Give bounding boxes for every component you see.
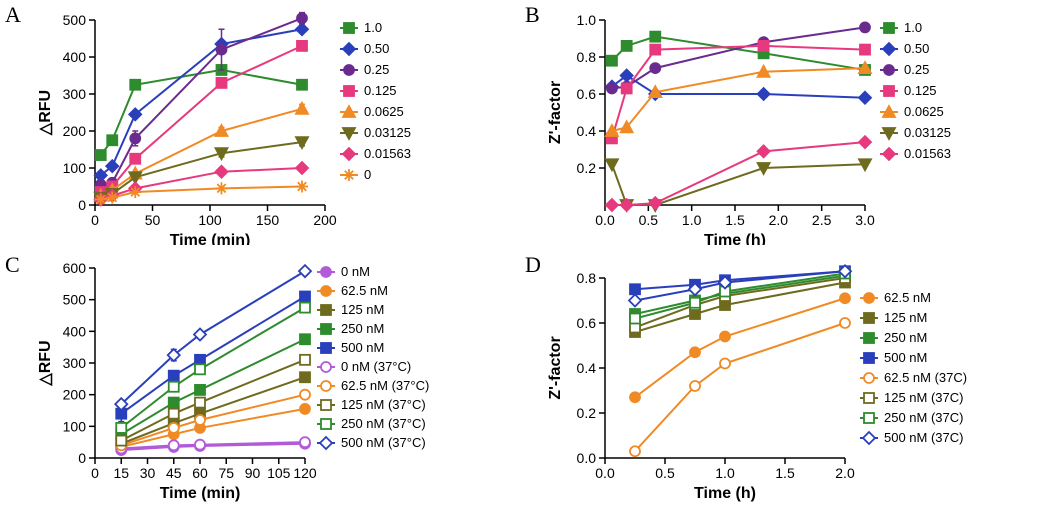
- svg-text:0.6: 0.6: [577, 315, 597, 331]
- svg-text:Z'-factor: Z'-factor: [547, 336, 564, 399]
- svg-text:2.0: 2.0: [769, 212, 789, 228]
- legend-label: 0.50: [904, 41, 929, 56]
- legend-label: 0.03125: [904, 125, 951, 140]
- svg-text:105: 105: [267, 465, 291, 481]
- legend-label: 0.25: [364, 62, 389, 77]
- legend-label: 0.01563: [904, 146, 951, 161]
- svg-text:0: 0: [78, 197, 86, 213]
- svg-text:100: 100: [198, 212, 222, 228]
- svg-text:0.4: 0.4: [577, 123, 597, 139]
- svg-text:0.8: 0.8: [577, 49, 597, 65]
- legend-label: 500 nM: [341, 340, 384, 355]
- svg-text:Time (min): Time (min): [170, 232, 251, 245]
- legend-label: 125 nM: [341, 302, 384, 317]
- legend-label: 0.125: [364, 83, 397, 98]
- legend-label: 0.50: [364, 41, 389, 56]
- svg-text:0.5: 0.5: [639, 212, 659, 228]
- svg-text:60: 60: [192, 465, 208, 481]
- svg-text:0.8: 0.8: [577, 270, 597, 286]
- legend-label: 500 nM: [884, 350, 927, 365]
- legend-label: 0 nM: [341, 264, 370, 279]
- svg-text:600: 600: [63, 260, 87, 276]
- legend-label: 250 nM: [341, 321, 384, 336]
- svg-text:△RFU: △RFU: [37, 90, 54, 136]
- svg-text:0.2: 0.2: [577, 160, 597, 176]
- legend-label: 1.0: [904, 20, 922, 35]
- svg-text:200: 200: [63, 123, 87, 139]
- svg-text:30: 30: [140, 465, 156, 481]
- svg-text:0.6: 0.6: [577, 86, 597, 102]
- svg-text:3.0: 3.0: [855, 212, 875, 228]
- svg-text:1.0: 1.0: [715, 465, 735, 481]
- svg-text:500: 500: [63, 12, 87, 28]
- svg-text:△RFU: △RFU: [37, 340, 54, 386]
- legend-label: 0.03125: [364, 125, 411, 140]
- legend-label: 0.0625: [364, 104, 404, 119]
- svg-text:Time (h): Time (h): [704, 232, 766, 245]
- svg-text:0.0: 0.0: [577, 450, 597, 466]
- legend-label: 1.0: [364, 20, 382, 35]
- svg-text:Time (h): Time (h): [694, 485, 756, 502]
- svg-text:90: 90: [245, 465, 261, 481]
- panel-label-B: B: [525, 2, 540, 28]
- legend-label: 62.5 nM: [341, 283, 388, 298]
- svg-text:15: 15: [113, 465, 129, 481]
- legend-label: 500 nM (37C): [884, 430, 963, 445]
- svg-text:300: 300: [63, 355, 87, 371]
- legend-label: 250 nM (37C): [884, 410, 963, 425]
- chart-D: 0.0 0.5 1.0 1.5 2.0 0.0 0.2 0.4 0.6 0.8 Time (h) Z'…: [545, 258, 1045, 503]
- svg-text:400: 400: [63, 323, 87, 339]
- panel-label-D: D: [525, 252, 541, 278]
- legend-label: 0.01563: [364, 146, 411, 161]
- svg-text:500: 500: [63, 292, 87, 308]
- svg-text:50: 50: [145, 212, 161, 228]
- svg-text:400: 400: [63, 49, 87, 65]
- svg-text:0.4: 0.4: [577, 360, 597, 376]
- svg-text:75: 75: [218, 465, 234, 481]
- svg-text:0: 0: [91, 465, 99, 481]
- legend-label: 500 nM (37°C): [341, 435, 426, 450]
- legend-label: 0 nM (37°C): [341, 359, 411, 374]
- svg-text:0: 0: [78, 450, 86, 466]
- legend-label: 0.0625: [904, 104, 944, 119]
- svg-text:0: 0: [91, 212, 99, 228]
- legend-label: 62.5 nM (37°C): [341, 378, 429, 393]
- legend-label: 0.125: [904, 83, 937, 98]
- svg-text:Z'-factor: Z'-factor: [547, 81, 564, 144]
- svg-text:Time (min): Time (min): [160, 485, 241, 502]
- svg-text:0.2: 0.2: [577, 405, 597, 421]
- legend-label: 62.5 nM (37C): [884, 370, 967, 385]
- legend-label: 125 nM: [884, 310, 927, 325]
- svg-text:100: 100: [63, 160, 87, 176]
- svg-text:200: 200: [63, 387, 87, 403]
- legend-label: 0.25: [904, 62, 929, 77]
- svg-text:0.5: 0.5: [655, 465, 675, 481]
- legend-label: 125 nM (37°C): [341, 397, 426, 412]
- svg-text:200: 200: [313, 212, 337, 228]
- legend-label: 250 nM (37°C): [341, 416, 426, 431]
- svg-text:120: 120: [293, 465, 317, 481]
- chart-C: 0 15 30 45 60 75 90 105120 0 100 200 300 400 500 600 Ti…: [25, 258, 495, 503]
- chart-B: 0.00.51.01.52.02.53.00.20.40.60.81.0Time…: [545, 10, 1045, 245]
- svg-text:100: 100: [63, 418, 87, 434]
- svg-text:1.0: 1.0: [577, 12, 597, 28]
- svg-text:0.0: 0.0: [595, 212, 615, 228]
- svg-text:1.5: 1.5: [775, 465, 795, 481]
- svg-text:2.0: 2.0: [835, 465, 855, 481]
- svg-text:1.0: 1.0: [682, 212, 702, 228]
- svg-text:1.5: 1.5: [725, 212, 745, 228]
- legend-label: 250 nM: [884, 330, 927, 345]
- svg-text:45: 45: [166, 465, 182, 481]
- legend-label: 0: [364, 167, 371, 182]
- panel-label-C: C: [5, 252, 20, 278]
- svg-text:300: 300: [63, 86, 87, 102]
- panel-label-A: A: [5, 2, 21, 28]
- svg-text:150: 150: [256, 212, 280, 228]
- svg-text:2.5: 2.5: [812, 212, 832, 228]
- chart-A: 0 50 100 150 200 0 100 200 300 400 500 Time (min) △R…: [25, 10, 495, 245]
- svg-text:0.0: 0.0: [595, 465, 615, 481]
- legend-label: 62.5 nM: [884, 290, 931, 305]
- legend-label: 125 nM (37C): [884, 390, 963, 405]
